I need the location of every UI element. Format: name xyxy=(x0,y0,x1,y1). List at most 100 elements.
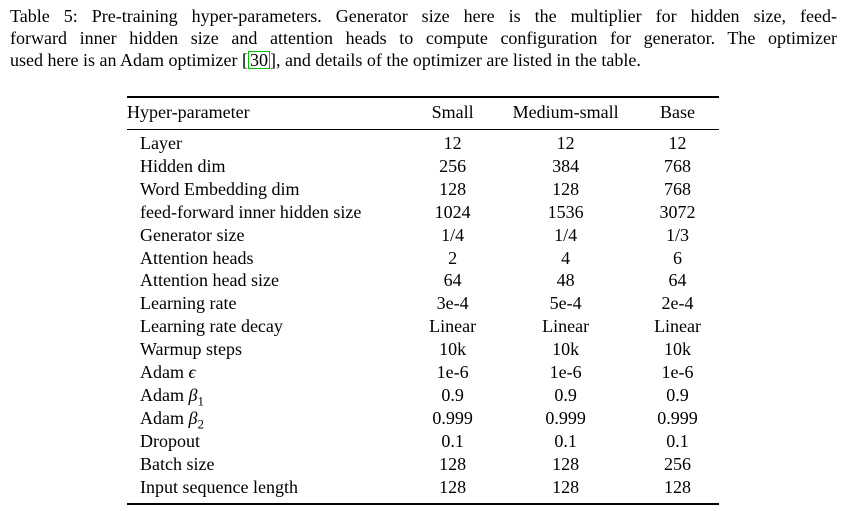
param-value: 2e-4 xyxy=(661,293,694,314)
param-value: 1e-6 xyxy=(549,362,582,383)
param-value: 384 xyxy=(552,155,580,176)
param-value: 128 xyxy=(552,178,580,199)
param-label-text: Adam xyxy=(140,362,189,383)
param-value: 0.1 xyxy=(441,430,464,451)
table-row: Learning rate 3e-4 5e-4 2e-4 xyxy=(127,292,719,315)
param-value: 48 xyxy=(556,270,575,291)
param-label-text: Generator size xyxy=(140,224,245,245)
param-value: 128 xyxy=(664,476,692,497)
caption-line-2: forward inner hidden size and attention … xyxy=(10,28,837,48)
param-value: 3072 xyxy=(659,201,696,222)
param-value: 6 xyxy=(673,247,683,268)
param-label: Word Embedding dim xyxy=(127,178,410,201)
param-value: 0.9 xyxy=(441,384,464,405)
param-value: 0.1 xyxy=(554,430,577,451)
param-label-text: Warmup steps xyxy=(140,339,243,360)
param-label-text: Layer xyxy=(140,133,182,153)
param-value: 1/4 xyxy=(554,224,578,245)
table-row: Attention head size 64 48 64 xyxy=(127,269,719,292)
param-value: 64 xyxy=(668,270,687,291)
caption-line-3-suffix: , and details of the optimizer are liste… xyxy=(275,50,641,70)
hyperparameters-table: Hyper-parameter Small Medium-small Base … xyxy=(127,96,719,505)
param-value: 12 xyxy=(668,133,687,153)
table-caption: Table 5: Pre-training hyper-parameters. … xyxy=(10,5,837,71)
param-label-text: Batch size xyxy=(140,453,215,474)
param-label-text: Word Embedding dim xyxy=(140,178,300,199)
table-row: Generator size 1/4 1/4 1/3 xyxy=(127,224,719,247)
param-label: Generator size xyxy=(127,224,410,247)
param-value: 1024 xyxy=(434,201,471,222)
param-value: 4 xyxy=(561,247,571,268)
param-value: 3e-4 xyxy=(436,293,469,314)
param-label: Adam ϵ xyxy=(127,361,410,384)
param-value: 256 xyxy=(439,155,467,176)
param-value: 0.999 xyxy=(657,407,698,428)
param-value: 0.1 xyxy=(666,430,689,451)
param-value: 10k xyxy=(664,339,692,360)
param-value: 768 xyxy=(664,155,692,176)
table-row: Input sequence length 128 128 128 xyxy=(127,476,719,504)
param-label: Dropout xyxy=(127,430,410,453)
math-symbol: β xyxy=(188,384,198,405)
param-label-text: Adam xyxy=(140,384,189,405)
param-value: 128 xyxy=(439,453,467,474)
param-value: 128 xyxy=(439,178,467,199)
param-label-text: Adam xyxy=(140,407,189,428)
math-symbol: ϵ xyxy=(188,362,196,383)
param-value: 128 xyxy=(552,453,580,474)
param-value: 64 xyxy=(443,270,462,291)
param-value: 1536 xyxy=(547,201,584,222)
param-value: 12 xyxy=(556,133,575,153)
table-row: Adam β2 0.999 0.999 0.999 xyxy=(127,407,719,432)
math-symbol: β xyxy=(188,407,198,428)
param-value: Linear xyxy=(654,316,702,337)
param-label-text: Learning rate decay xyxy=(140,316,283,337)
column-header-small: Small xyxy=(409,97,496,130)
param-value: 1/4 xyxy=(441,224,465,245)
param-value: 5e-4 xyxy=(549,293,582,314)
table-row: Learning rate decay Linear Linear Linear xyxy=(127,315,719,338)
param-value: 1/3 xyxy=(666,224,690,245)
param-value: 0.999 xyxy=(432,407,473,428)
param-value: Linear xyxy=(542,316,590,337)
param-label: Learning rate decay xyxy=(127,315,410,338)
param-value: 1e-6 xyxy=(436,362,469,383)
param-label: Attention heads xyxy=(127,247,410,270)
citation-open-bracket: [ xyxy=(241,50,248,70)
param-value: 10k xyxy=(439,339,467,360)
math-subscript: 2 xyxy=(197,416,204,432)
param-value: 1e-6 xyxy=(661,362,694,383)
table-row: Warmup steps 10k 10k 10k xyxy=(127,338,719,361)
param-label: Layer xyxy=(127,130,410,155)
param-label-text: Attention head size xyxy=(140,270,279,291)
table-row: Attention heads 2 4 6 xyxy=(127,247,719,270)
param-label: Input sequence length xyxy=(127,476,410,504)
param-value: 128 xyxy=(552,476,580,497)
header-row: Hyper-parameter Small Medium-small Base xyxy=(127,97,719,130)
table-row: Dropout 0.1 0.1 0.1 xyxy=(127,430,719,453)
table-row: Adam β1 0.9 0.9 0.9 xyxy=(127,384,719,409)
param-value: 10k xyxy=(552,339,580,360)
caption-line-3: used here is an Adam optimizer [30], and… xyxy=(10,49,837,71)
caption-line-1: Table 5: Pre-training hyper-parameters. … xyxy=(10,6,837,26)
citation-close-bracket: ] xyxy=(269,50,276,70)
column-header-hyper-parameter: Hyper-parameter xyxy=(127,97,410,130)
table-row: Adam ϵ 1e-6 1e-6 1e-6 xyxy=(127,361,719,384)
caption-line-3-text: used here is an Adam optimizer xyxy=(10,50,242,70)
param-value: 2 xyxy=(448,247,458,268)
param-label-text: Dropout xyxy=(140,430,200,451)
param-label: Attention head size xyxy=(127,269,410,292)
param-value: Linear xyxy=(429,316,477,337)
param-value: 256 xyxy=(664,453,692,474)
math-subscript: 1 xyxy=(197,393,204,409)
table-row: Layer 12 12 12 xyxy=(127,130,719,155)
param-label-text: Input sequence length xyxy=(140,476,298,497)
citation-link[interactable]: 30 xyxy=(247,50,270,70)
param-value: 0.9 xyxy=(554,384,577,405)
param-value: 0.9 xyxy=(666,384,689,405)
column-header-medium-small: Medium-small xyxy=(495,97,637,130)
table-row: Hidden dim 256 384 768 xyxy=(127,155,719,178)
param-label-text: Hidden dim xyxy=(140,155,226,176)
param-label: Warmup steps xyxy=(127,338,410,361)
param-label: Learning rate xyxy=(127,292,410,315)
